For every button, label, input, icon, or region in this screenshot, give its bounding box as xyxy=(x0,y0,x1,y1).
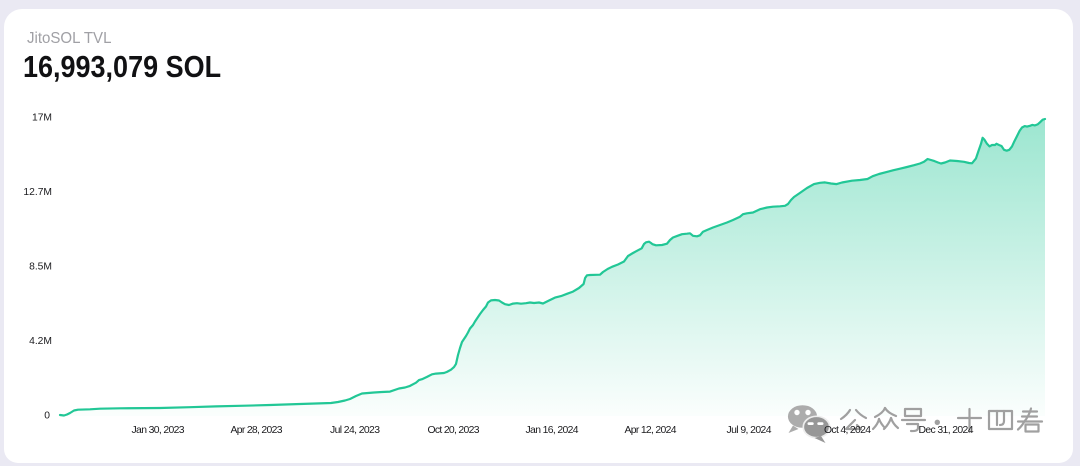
svg-text:Apr 12, 2024: Apr 12, 2024 xyxy=(625,425,677,436)
svg-text:Apr 28, 2023: Apr 28, 2023 xyxy=(231,425,283,436)
svg-text:8.5M: 8.5M xyxy=(29,262,52,273)
svg-text:Jul 9, 2024: Jul 9, 2024 xyxy=(727,425,772,436)
svg-text:Dec 31, 2024: Dec 31, 2024 xyxy=(919,425,974,436)
svg-text:Oct 20, 2023: Oct 20, 2023 xyxy=(428,425,480,436)
svg-text:Jan 30, 2023: Jan 30, 2023 xyxy=(132,425,185,436)
svg-text:Oct 4, 2024: Oct 4, 2024 xyxy=(824,425,871,436)
svg-text:Jul 24, 2023: Jul 24, 2023 xyxy=(330,425,380,436)
svg-text:12.7M: 12.7M xyxy=(23,187,52,198)
svg-text:Jan 16, 2024: Jan 16, 2024 xyxy=(526,425,579,436)
svg-text:4.2M: 4.2M xyxy=(29,336,52,347)
svg-text:0: 0 xyxy=(44,411,50,422)
svg-text:17M: 17M xyxy=(32,113,52,124)
